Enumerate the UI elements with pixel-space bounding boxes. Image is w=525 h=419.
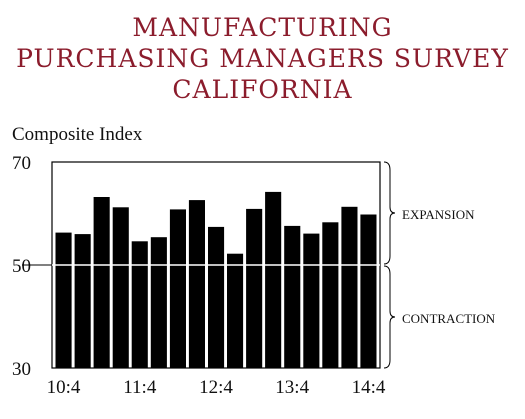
bars-group [55,191,377,368]
y-tick-labels: 30 50 70 [12,153,31,380]
bar-11-q4 [131,241,148,368]
y-tick-30: 30 [12,359,31,380]
bar-12-q1 [150,237,167,368]
bar-13-q3 [265,191,282,368]
range-braces [383,161,396,369]
bar-14-q2 [322,222,339,368]
y-tick-70: 70 [12,153,31,174]
bar-11-q3 [112,207,129,368]
bar-11-q2 [93,197,110,368]
bar-13-q1 [227,253,244,368]
y-axis-label: Composite Index [12,124,143,145]
title-line-1: MANUFACTURING [132,13,393,42]
bar-13-q2 [246,208,263,368]
bar-12-q4 [208,226,225,368]
expansion-brace [383,161,396,265]
x-tick-labels: 10:4 11:4 12:4 13:4 14:4 [47,377,386,398]
contraction-label: CONTRACTION [402,311,496,326]
bar-13-q4 [284,225,301,368]
contraction-brace [383,265,396,369]
bar-11-q1 [74,234,91,368]
bar-10-q4 [55,232,72,368]
bar-14-q1 [303,233,320,368]
x-tick-11-q4: 11:4 [123,377,157,398]
x-tick-14-q4: 14:4 [352,377,386,398]
bar-12-q2 [169,209,186,368]
x-tick-12-q4: 12:4 [199,377,233,398]
expansion-label: EXPANSION [402,207,475,222]
bar-12-q3 [188,200,205,368]
bar-14-q4 [360,214,377,368]
bar-14-q3 [341,206,358,368]
x-tick-13-q4: 13:4 [275,377,309,398]
y-tick-50: 50 [12,256,31,277]
chart-title: MANUFACTURING PURCHASING MANAGERS SURVEY… [0,12,525,105]
title-line-3: CALIFORNIA [172,75,353,104]
x-tick-10-q4: 10:4 [47,377,81,398]
title-line-2: PURCHASING MANAGERS SURVEY [16,44,509,73]
